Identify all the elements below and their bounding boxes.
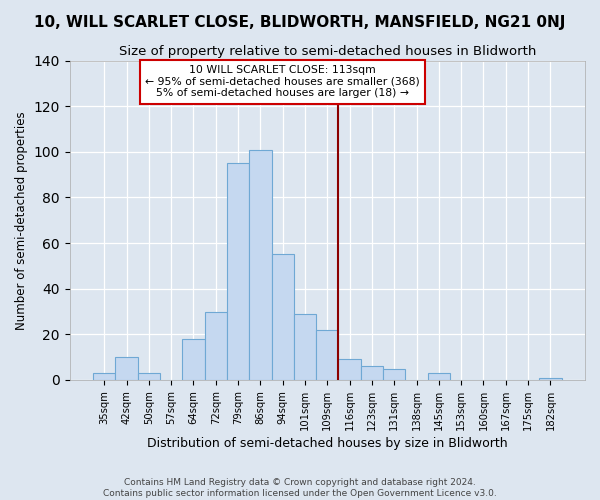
Bar (428, 373, 450, 380)
Y-axis label: Number of semi-detached properties: Number of semi-detached properties (15, 111, 28, 330)
Bar (316, 330, 338, 380)
Bar (338, 360, 361, 380)
X-axis label: Distribution of semi-detached houses by size in Blidworth: Distribution of semi-detached houses by … (147, 437, 508, 450)
Bar (383, 368, 406, 380)
Bar (93, 373, 115, 380)
Text: 10 WILL SCARLET CLOSE: 113sqm
← 95% of semi-detached houses are smaller (368)
5%: 10 WILL SCARLET CLOSE: 113sqm ← 95% of s… (145, 65, 420, 98)
Bar (294, 314, 316, 380)
Bar (361, 366, 383, 380)
Bar (182, 339, 205, 380)
Bar (539, 378, 562, 380)
Text: 10, WILL SCARLET CLOSE, BLIDWORTH, MANSFIELD, NG21 0NJ: 10, WILL SCARLET CLOSE, BLIDWORTH, MANSF… (34, 15, 566, 30)
Bar (115, 357, 137, 380)
Bar (227, 163, 249, 380)
Text: Contains HM Land Registry data © Crown copyright and database right 2024.
Contai: Contains HM Land Registry data © Crown c… (103, 478, 497, 498)
Bar (205, 312, 227, 380)
Bar (137, 373, 160, 380)
Bar (249, 150, 272, 380)
Bar (272, 254, 294, 380)
Title: Size of property relative to semi-detached houses in Blidworth: Size of property relative to semi-detach… (119, 45, 536, 58)
